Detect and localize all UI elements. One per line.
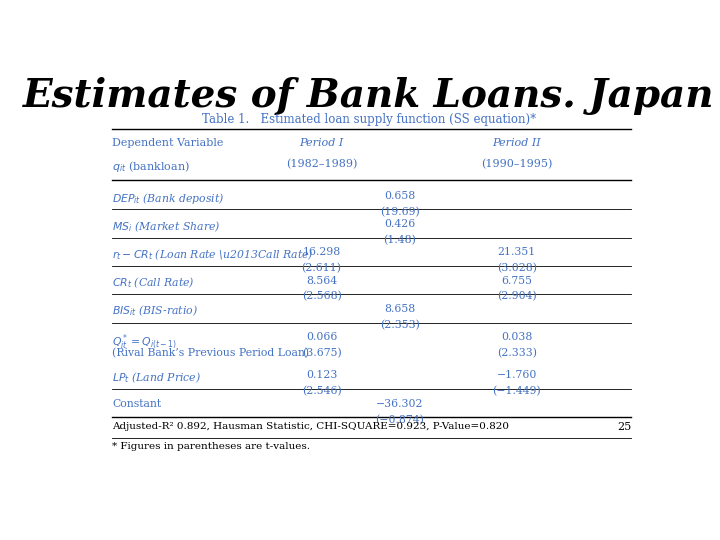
Text: 21.351: 21.351 bbox=[498, 247, 536, 258]
Text: $DEP_{it}$ (Bank deposit): $DEP_{it}$ (Bank deposit) bbox=[112, 191, 225, 206]
Text: $q_{it}$ (bankloan): $q_{it}$ (bankloan) bbox=[112, 159, 190, 174]
Text: 8.564: 8.564 bbox=[306, 275, 337, 286]
Text: * Figures in parentheses are t-values.: * Figures in parentheses are t-values. bbox=[112, 442, 310, 450]
Text: −1.760: −1.760 bbox=[497, 370, 537, 380]
Text: −36.302: −36.302 bbox=[376, 399, 423, 409]
Text: Adjusted-R² 0.892, Hausman Statistic, CHI-SQUARE=0.923, P-Value=0.820: Adjusted-R² 0.892, Hausman Statistic, CH… bbox=[112, 422, 509, 430]
Text: 0.658: 0.658 bbox=[384, 191, 415, 201]
Text: (2.333): (2.333) bbox=[497, 348, 537, 358]
Text: $MS_i$ (Market Share): $MS_i$ (Market Share) bbox=[112, 219, 221, 234]
Text: (2.568): (2.568) bbox=[302, 292, 341, 302]
Text: (1990–1995): (1990–1995) bbox=[481, 159, 552, 170]
Text: Dependent Variable: Dependent Variable bbox=[112, 138, 224, 149]
Text: $LP_t$ (Land Price): $LP_t$ (Land Price) bbox=[112, 370, 202, 385]
Text: (2.546): (2.546) bbox=[302, 386, 341, 396]
Text: 8.658: 8.658 bbox=[384, 304, 415, 314]
Text: Period II: Period II bbox=[492, 138, 541, 149]
Text: $BIS_{it}$ (BIS-ratio): $BIS_{it}$ (BIS-ratio) bbox=[112, 304, 198, 319]
Text: $r_t - CR_t$ (Loan Rate \u2013Call Rate): $r_t - CR_t$ (Loan Rate \u2013Call Rate) bbox=[112, 247, 314, 262]
Text: (−0.874): (−0.874) bbox=[375, 415, 424, 425]
Text: (−1.449): (−1.449) bbox=[492, 386, 541, 396]
Text: (1982–1989): (1982–1989) bbox=[286, 159, 357, 170]
Text: 25: 25 bbox=[617, 422, 631, 431]
Text: 0.038: 0.038 bbox=[501, 332, 533, 342]
Text: $CR_t$ (Call Rate): $CR_t$ (Call Rate) bbox=[112, 275, 195, 290]
Text: (2.353): (2.353) bbox=[379, 320, 420, 330]
Text: Period I: Period I bbox=[300, 138, 343, 149]
Text: (3.675): (3.675) bbox=[302, 348, 341, 358]
Text: (3.028): (3.028) bbox=[497, 263, 537, 273]
Text: 0.066: 0.066 bbox=[306, 332, 337, 342]
Text: $Q^*_{it} = Q_{i(t-1)}$: $Q^*_{it} = Q_{i(t-1)}$ bbox=[112, 332, 177, 352]
Text: 6.755: 6.755 bbox=[501, 275, 532, 286]
Text: Estimates of Bank Loans. Japan: Estimates of Bank Loans. Japan bbox=[23, 77, 715, 115]
Text: (2.611): (2.611) bbox=[302, 263, 341, 273]
Text: Constant: Constant bbox=[112, 399, 161, 409]
Text: 0.426: 0.426 bbox=[384, 219, 415, 229]
Text: 0.123: 0.123 bbox=[306, 370, 337, 380]
Text: (19.69): (19.69) bbox=[380, 207, 420, 217]
Text: (2.904): (2.904) bbox=[497, 292, 536, 302]
Text: Table 1.   Estimated loan supply function (SS equation)*: Table 1. Estimated loan supply function … bbox=[202, 113, 536, 126]
Text: (1.48): (1.48) bbox=[383, 235, 416, 245]
Text: (Rival Bank’s Previous Period Loan): (Rival Bank’s Previous Period Loan) bbox=[112, 348, 310, 358]
Text: 16.298: 16.298 bbox=[302, 247, 341, 258]
